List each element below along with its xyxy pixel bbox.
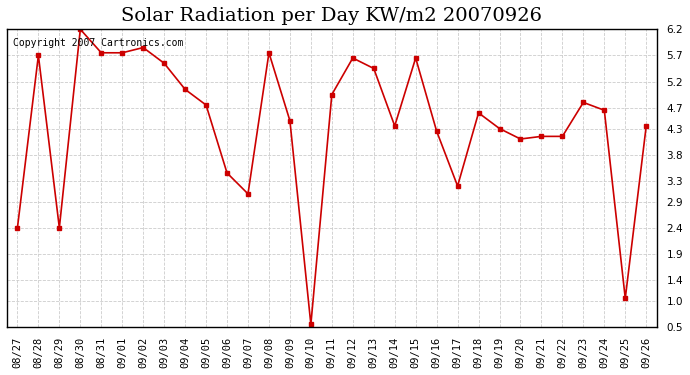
Text: Copyright 2007 Cartronics.com: Copyright 2007 Cartronics.com bbox=[13, 38, 184, 48]
Title: Solar Radiation per Day KW/m2 20070926: Solar Radiation per Day KW/m2 20070926 bbox=[121, 7, 542, 25]
